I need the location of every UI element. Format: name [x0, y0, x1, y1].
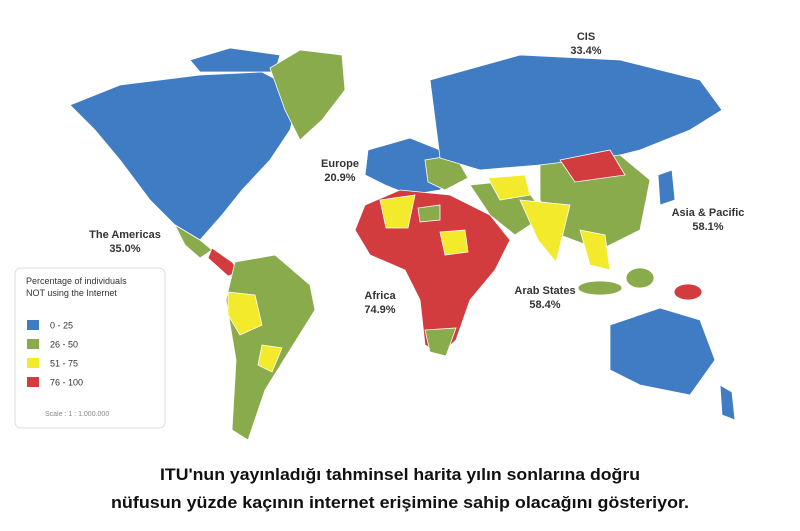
sudan: [439, 229, 469, 256]
india: [519, 199, 571, 263]
libya: [417, 204, 441, 223]
iran: [487, 174, 531, 201]
legend-label: 51 - 75: [50, 359, 78, 369]
greenland: [269, 49, 346, 141]
legend-swatch: [27, 377, 39, 387]
caption-line: ITU'nun yayınladığı tahminsel harita yıl…: [160, 465, 640, 484]
andes: [227, 291, 263, 336]
region-name: Africa: [364, 290, 396, 302]
papua: [673, 283, 703, 301]
region-value: 58.4%: [529, 299, 560, 311]
legend-title: NOT using the Internet: [26, 288, 117, 298]
russia: [429, 54, 723, 171]
legend-title: Percentage of individuals: [26, 276, 127, 286]
region-value: 74.9%: [364, 304, 395, 316]
legend: Percentage of individuals NOT using the …: [14, 267, 166, 429]
legend-swatch: [27, 358, 39, 368]
borneo: [625, 267, 655, 289]
southeast-asia: [579, 229, 611, 271]
paraguay: [257, 344, 283, 373]
sumatra: [577, 280, 623, 296]
region-value: 20.9%: [324, 172, 355, 184]
mexico: [174, 223, 213, 259]
legend-box: [14, 267, 166, 429]
region-name: Arab States: [514, 285, 575, 297]
region-name: Asia & Pacific: [672, 207, 745, 219]
africa: [354, 189, 511, 356]
mongolia: [559, 149, 626, 183]
legend-label: 26 - 50: [50, 340, 78, 350]
legend-label: 0 - 25: [50, 321, 73, 331]
new-zealand: [719, 384, 736, 421]
region-name: The Americas: [89, 229, 161, 241]
north-america: [69, 71, 301, 241]
japan: [657, 169, 676, 206]
region-value: 33.4%: [570, 45, 601, 57]
region-name: CIS: [577, 31, 595, 43]
region-value: 35.0%: [109, 243, 140, 255]
scale-text: Scale : 1 : 1.000.000: [45, 411, 109, 418]
north-africa: [379, 194, 416, 229]
legend-swatch: [27, 339, 39, 349]
legend-label: 76 - 100: [50, 378, 83, 388]
caption-line: nüfusun yüzde kaçının internet erişimine…: [111, 493, 689, 512]
legend-swatch: [27, 320, 39, 330]
region-name: Europe: [321, 158, 359, 170]
region-value: 58.1%: [692, 221, 723, 233]
south-africa: [424, 327, 457, 357]
world-map: [69, 47, 736, 441]
australia: [609, 307, 716, 396]
